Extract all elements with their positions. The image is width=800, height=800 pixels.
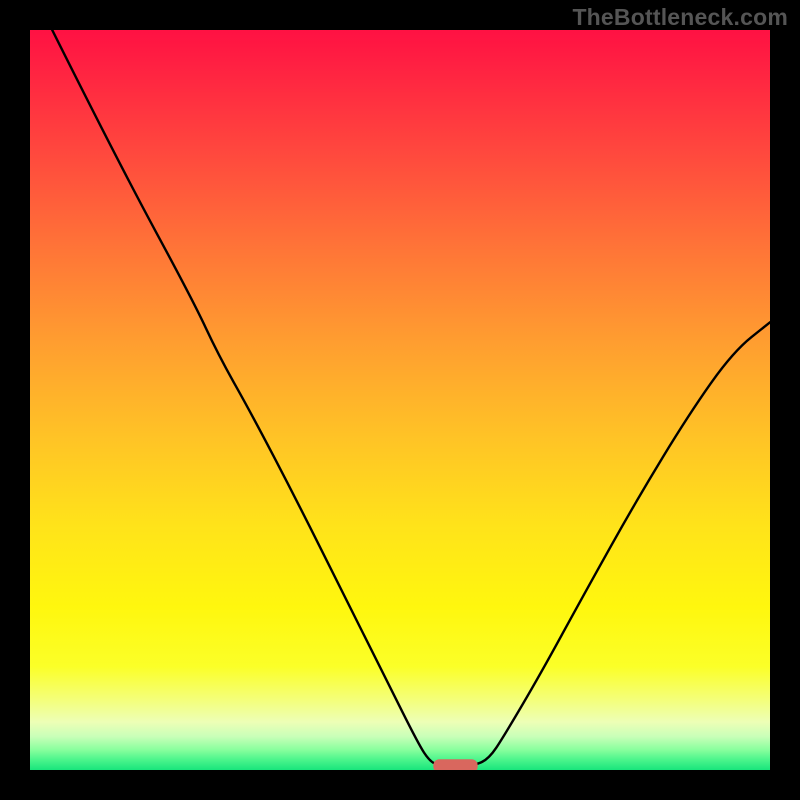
optimum-marker bbox=[433, 759, 477, 770]
bottleneck-chart bbox=[30, 30, 770, 770]
chart-background-gradient bbox=[30, 30, 770, 770]
watermark-text: TheBottleneck.com bbox=[572, 4, 788, 31]
chart-container: { "watermark": { "text": "TheBottleneck.… bbox=[0, 0, 800, 800]
